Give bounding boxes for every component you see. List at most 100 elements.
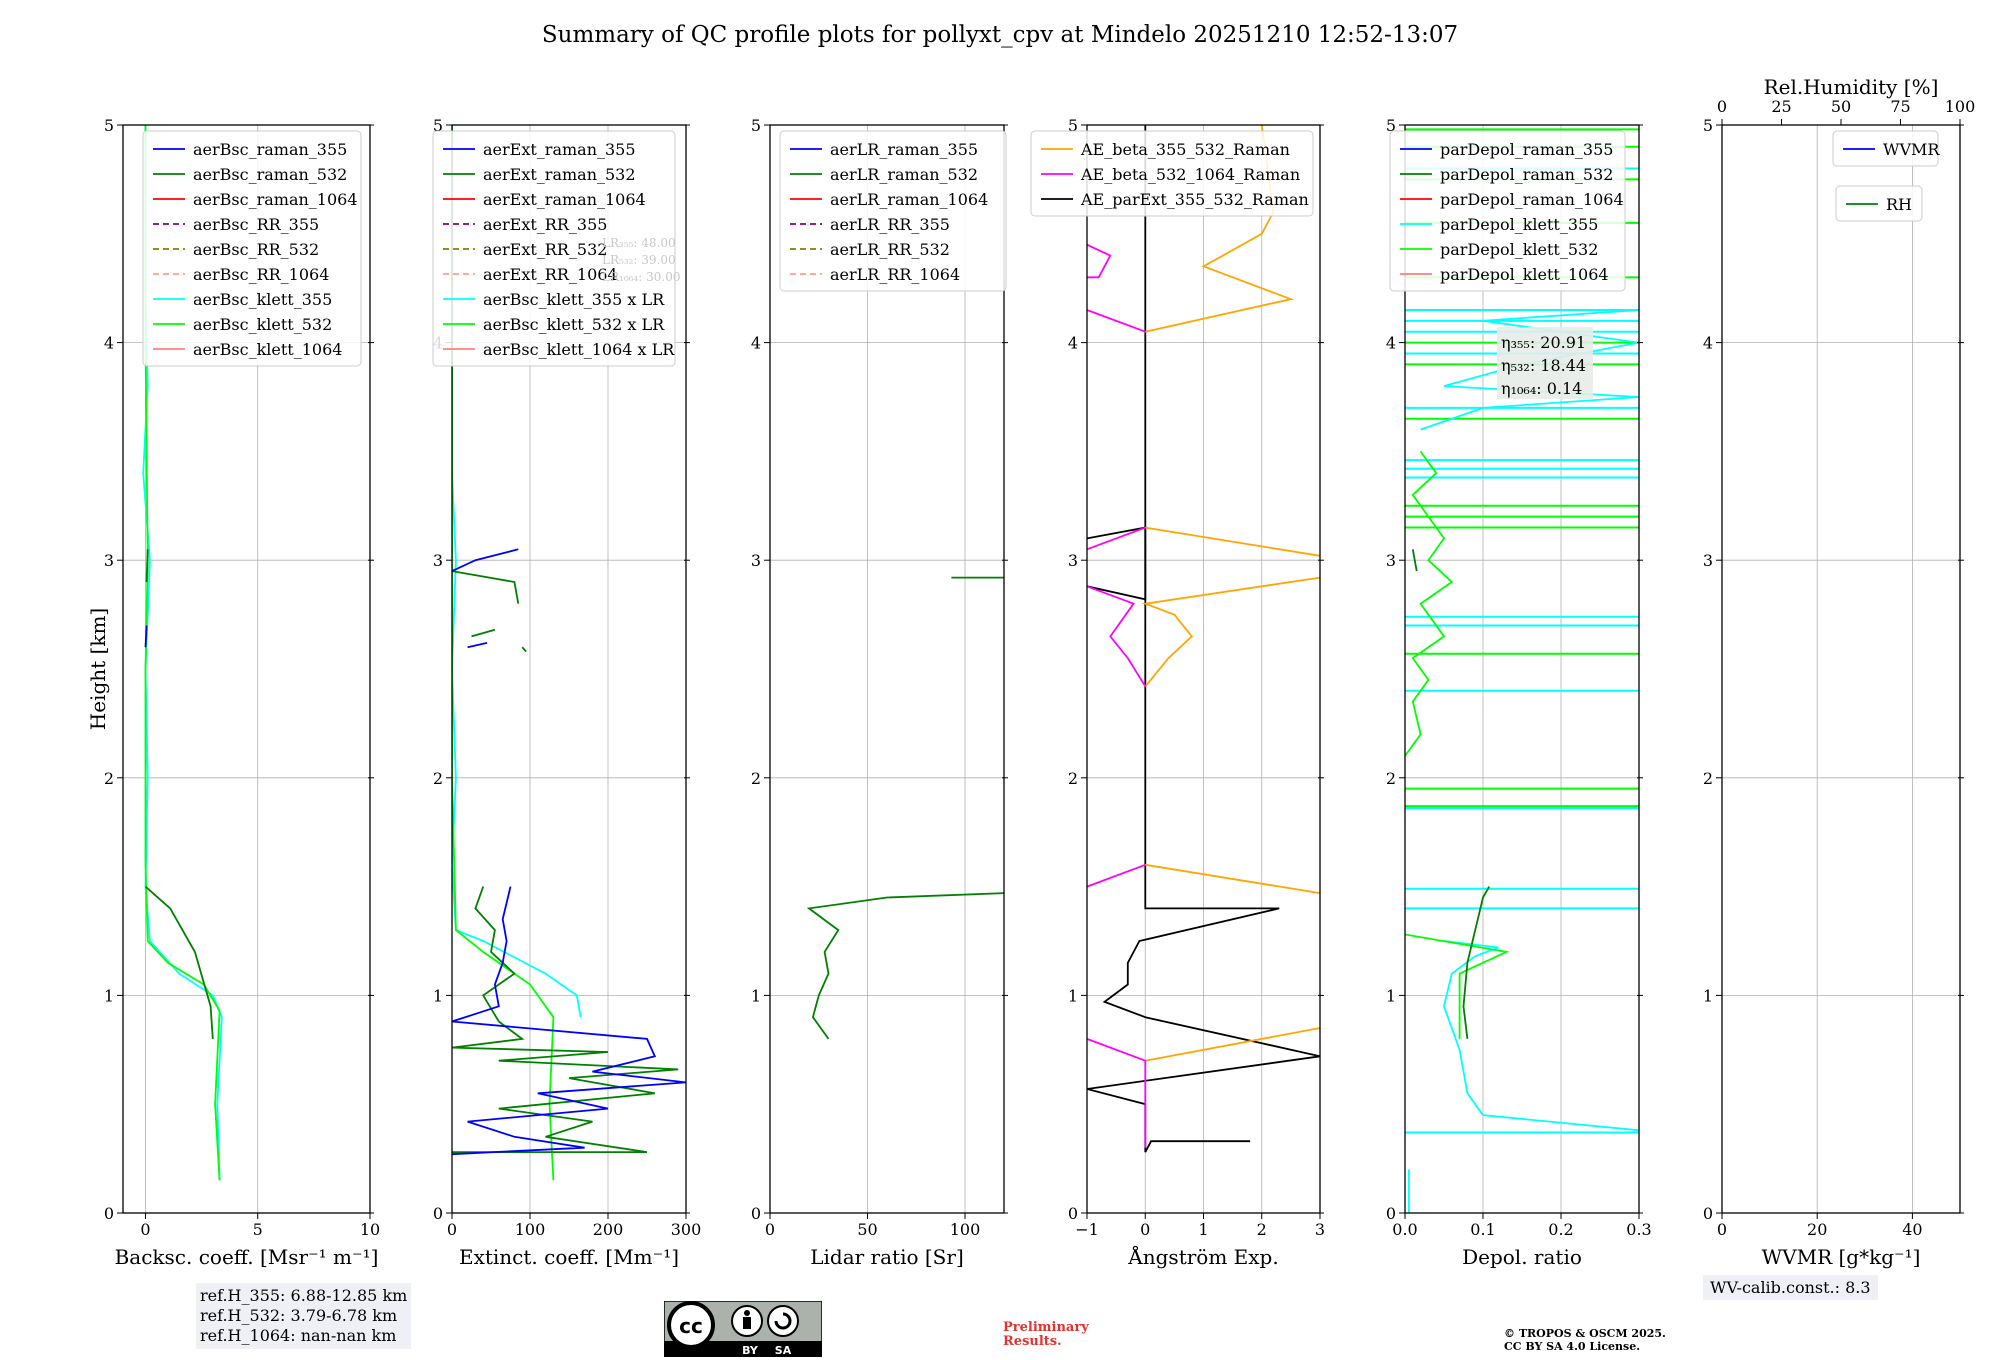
figure-title: Summary of QC profile plots for pollyxt_… (541, 22, 1459, 48)
legend-label: aerExt_raman_1064 (483, 190, 646, 209)
legend-label: parDepol_klett_1064 (1440, 265, 1609, 284)
eta-note: η₃₅₅: 20.91 (1501, 333, 1586, 352)
y-tick-label: 1 (104, 986, 114, 1005)
ref-height-1064: ref.H_1064: nan-nan km (200, 1326, 397, 1345)
wv-calib-box: WV-calib.const.: 8.3 (1703, 1275, 1878, 1300)
y-tick-label: 0 (104, 1204, 114, 1223)
x-tick-label: 0.3 (1626, 1220, 1651, 1239)
ref-height-532: ref.H_532: 3.79-6.78 km (200, 1306, 398, 1325)
legend-label: aerExt_raman_355 (483, 140, 636, 159)
y-tick-label: 2 (104, 769, 114, 788)
y-tick-label: 3 (1386, 551, 1396, 570)
legend-label: AE_parExt_355_532_Raman (1080, 190, 1309, 209)
eta-box (1497, 327, 1593, 399)
legend: aerBsc_raman_355 aerBsc_raman_532 aerBsc_r… (142, 130, 362, 367)
x-axis-label: Extinct. coeff. [Mm⁻¹] (459, 1245, 679, 1269)
plot-area-ext (452, 125, 686, 1181)
top-x-tick-label: 100 (1945, 97, 1976, 116)
plot-area-lr (806, 576, 1004, 1040)
top-x-tick-label: 0 (1717, 97, 1727, 116)
cc-by-sa-badge: cc BY SA (664, 1301, 822, 1357)
legend-label: parDepol_klett_355 (1440, 215, 1598, 234)
legend-label: AE_beta_355_532_Raman (1080, 140, 1290, 159)
series-AE_beta_532_1064_Raman (1087, 1038, 1147, 1148)
y-tick-label: 3 (1068, 551, 1078, 570)
y-tick-label: 5 (104, 116, 114, 135)
x-axis-label: Ångström Exp. (1127, 1244, 1278, 1269)
series-AE_beta_532_1064_Raman_d (1087, 585, 1147, 687)
legend-label: aerExt_RR_1064 (483, 265, 618, 284)
y-tick-label: 4 (751, 334, 761, 353)
y-tick-label: 3 (1703, 551, 1713, 570)
eta-note: η₁₀₆₄: 0.14 (1501, 379, 1582, 398)
series-AE_beta_355_532_Raman_d (1145, 526, 1320, 557)
series-AE_beta_532_1064_Raman_b (1087, 863, 1146, 888)
series-aerExt_raman_532_b (452, 570, 520, 604)
y-tick-label: 2 (1386, 769, 1396, 788)
y-tick-label: 5 (433, 116, 443, 135)
series-parDepol_klett_532_b (1405, 450, 1454, 757)
lr-note: LR₅₃₂: 39.00 (602, 253, 676, 267)
legend: parDepol_raman_355 parDepol_raman_532 parD… (1389, 130, 1626, 292)
y-tick-label: 0 (1068, 1204, 1078, 1223)
copyright-line-1: © TROPOS & OSCM 2025. (1504, 1327, 1666, 1340)
series-AE_parExt_355_532_Raman_b (1087, 125, 1147, 601)
y-tick-label: 5 (1703, 116, 1713, 135)
series-aerExt_raman_355 (452, 886, 686, 1156)
series-AE_beta_532_1064_Raman_e (1087, 309, 1146, 333)
preliminary-line-2: Results. (1003, 1334, 1062, 1349)
x-tick-label: 100 (950, 1220, 981, 1239)
x-tick-label: 0.0 (1392, 1220, 1417, 1239)
legend: RH (1835, 185, 1923, 222)
series-aerBsc_klett_355 x LR (452, 125, 582, 1018)
cc-sa-label: SA (775, 1344, 792, 1357)
legend-label: parDepol_raman_355 (1440, 140, 1613, 159)
y-tick-label: 0 (751, 1204, 761, 1223)
series-AE_beta_355_532_Raman_c (1141, 576, 1320, 687)
legend-label: aerLR_RR_1064 (830, 265, 960, 284)
legend-label: aerBsc_RR_532 (193, 240, 319, 259)
x-tick-label: 1 (1198, 1220, 1208, 1239)
ref-height-355: ref.H_355: 6.88-12.85 km (200, 1286, 408, 1305)
axes-frame (122, 124, 371, 1214)
legend-label: aerBsc_raman_1064 (193, 190, 358, 209)
legend-frame (1389, 130, 1626, 292)
legend-label: AE_beta_532_1064_Raman (1080, 165, 1300, 184)
plot-area-bsc (142, 125, 223, 1181)
svg-text:cc: cc (679, 1314, 703, 1338)
x-tick-label: 100 (515, 1220, 546, 1239)
y-tick-label: 4 (1068, 334, 1078, 353)
y-tick-label: 0 (1386, 1204, 1396, 1223)
x-tick-label: 40 (1902, 1220, 1922, 1239)
series-aerExt_raman_355_c (467, 642, 488, 649)
series-aerExt_raman_532_d (521, 646, 527, 653)
legend-label: aerLR_raman_355 (830, 140, 978, 159)
series-parDepol_klett_532 (1405, 933, 1510, 1039)
legend-label: parDepol_raman_532 (1440, 165, 1613, 184)
series-parDepol_raman_532_b (1411, 549, 1418, 572)
legend-label: aerLR_RR_532 (830, 240, 950, 259)
y-tick-label: 0 (1703, 1204, 1713, 1223)
panel-ext: 0100200300012345Extinct. coeff. [Mm⁻¹]ae… (432, 116, 701, 1269)
preliminary-line-1: Preliminary (1003, 1320, 1089, 1335)
series-AE_beta_355_532_Raman_b (1145, 863, 1320, 894)
cc-by-label: BY (742, 1344, 759, 1357)
series-AE_beta_532_1064_Raman_c (1087, 526, 1146, 551)
x-tick-label: 200 (593, 1220, 624, 1239)
y-tick-label: 1 (1386, 986, 1396, 1005)
x-axis-label: WVMR [g*kg⁻¹] (1762, 1245, 1921, 1269)
series-aerBsc_raman_355 (144, 625, 148, 648)
y-tick-label: 3 (751, 551, 761, 570)
series-parDepol_klett_355_c (1420, 309, 1639, 431)
plot-area-depol (1405, 128, 1639, 1213)
axes-frame (769, 124, 1005, 1214)
panel-bsc: 0 5 10 0 1 2 3 4 5 Backsc. coeff. [Msr⁻¹ m⁻¹] aerB… (104, 116, 380, 1269)
x-tick-label: 0 (447, 1220, 457, 1239)
top-x-tick-label: 75 (1890, 97, 1910, 116)
y-tick-label: 1 (751, 986, 761, 1005)
legend: aerLR_raman_355 aerLR_raman_532 aerLR_rama… (779, 130, 1007, 292)
x-tick-label: −1 (1075, 1220, 1099, 1239)
lr-note: LR₁₀₆₄: 30.00 (602, 270, 680, 284)
